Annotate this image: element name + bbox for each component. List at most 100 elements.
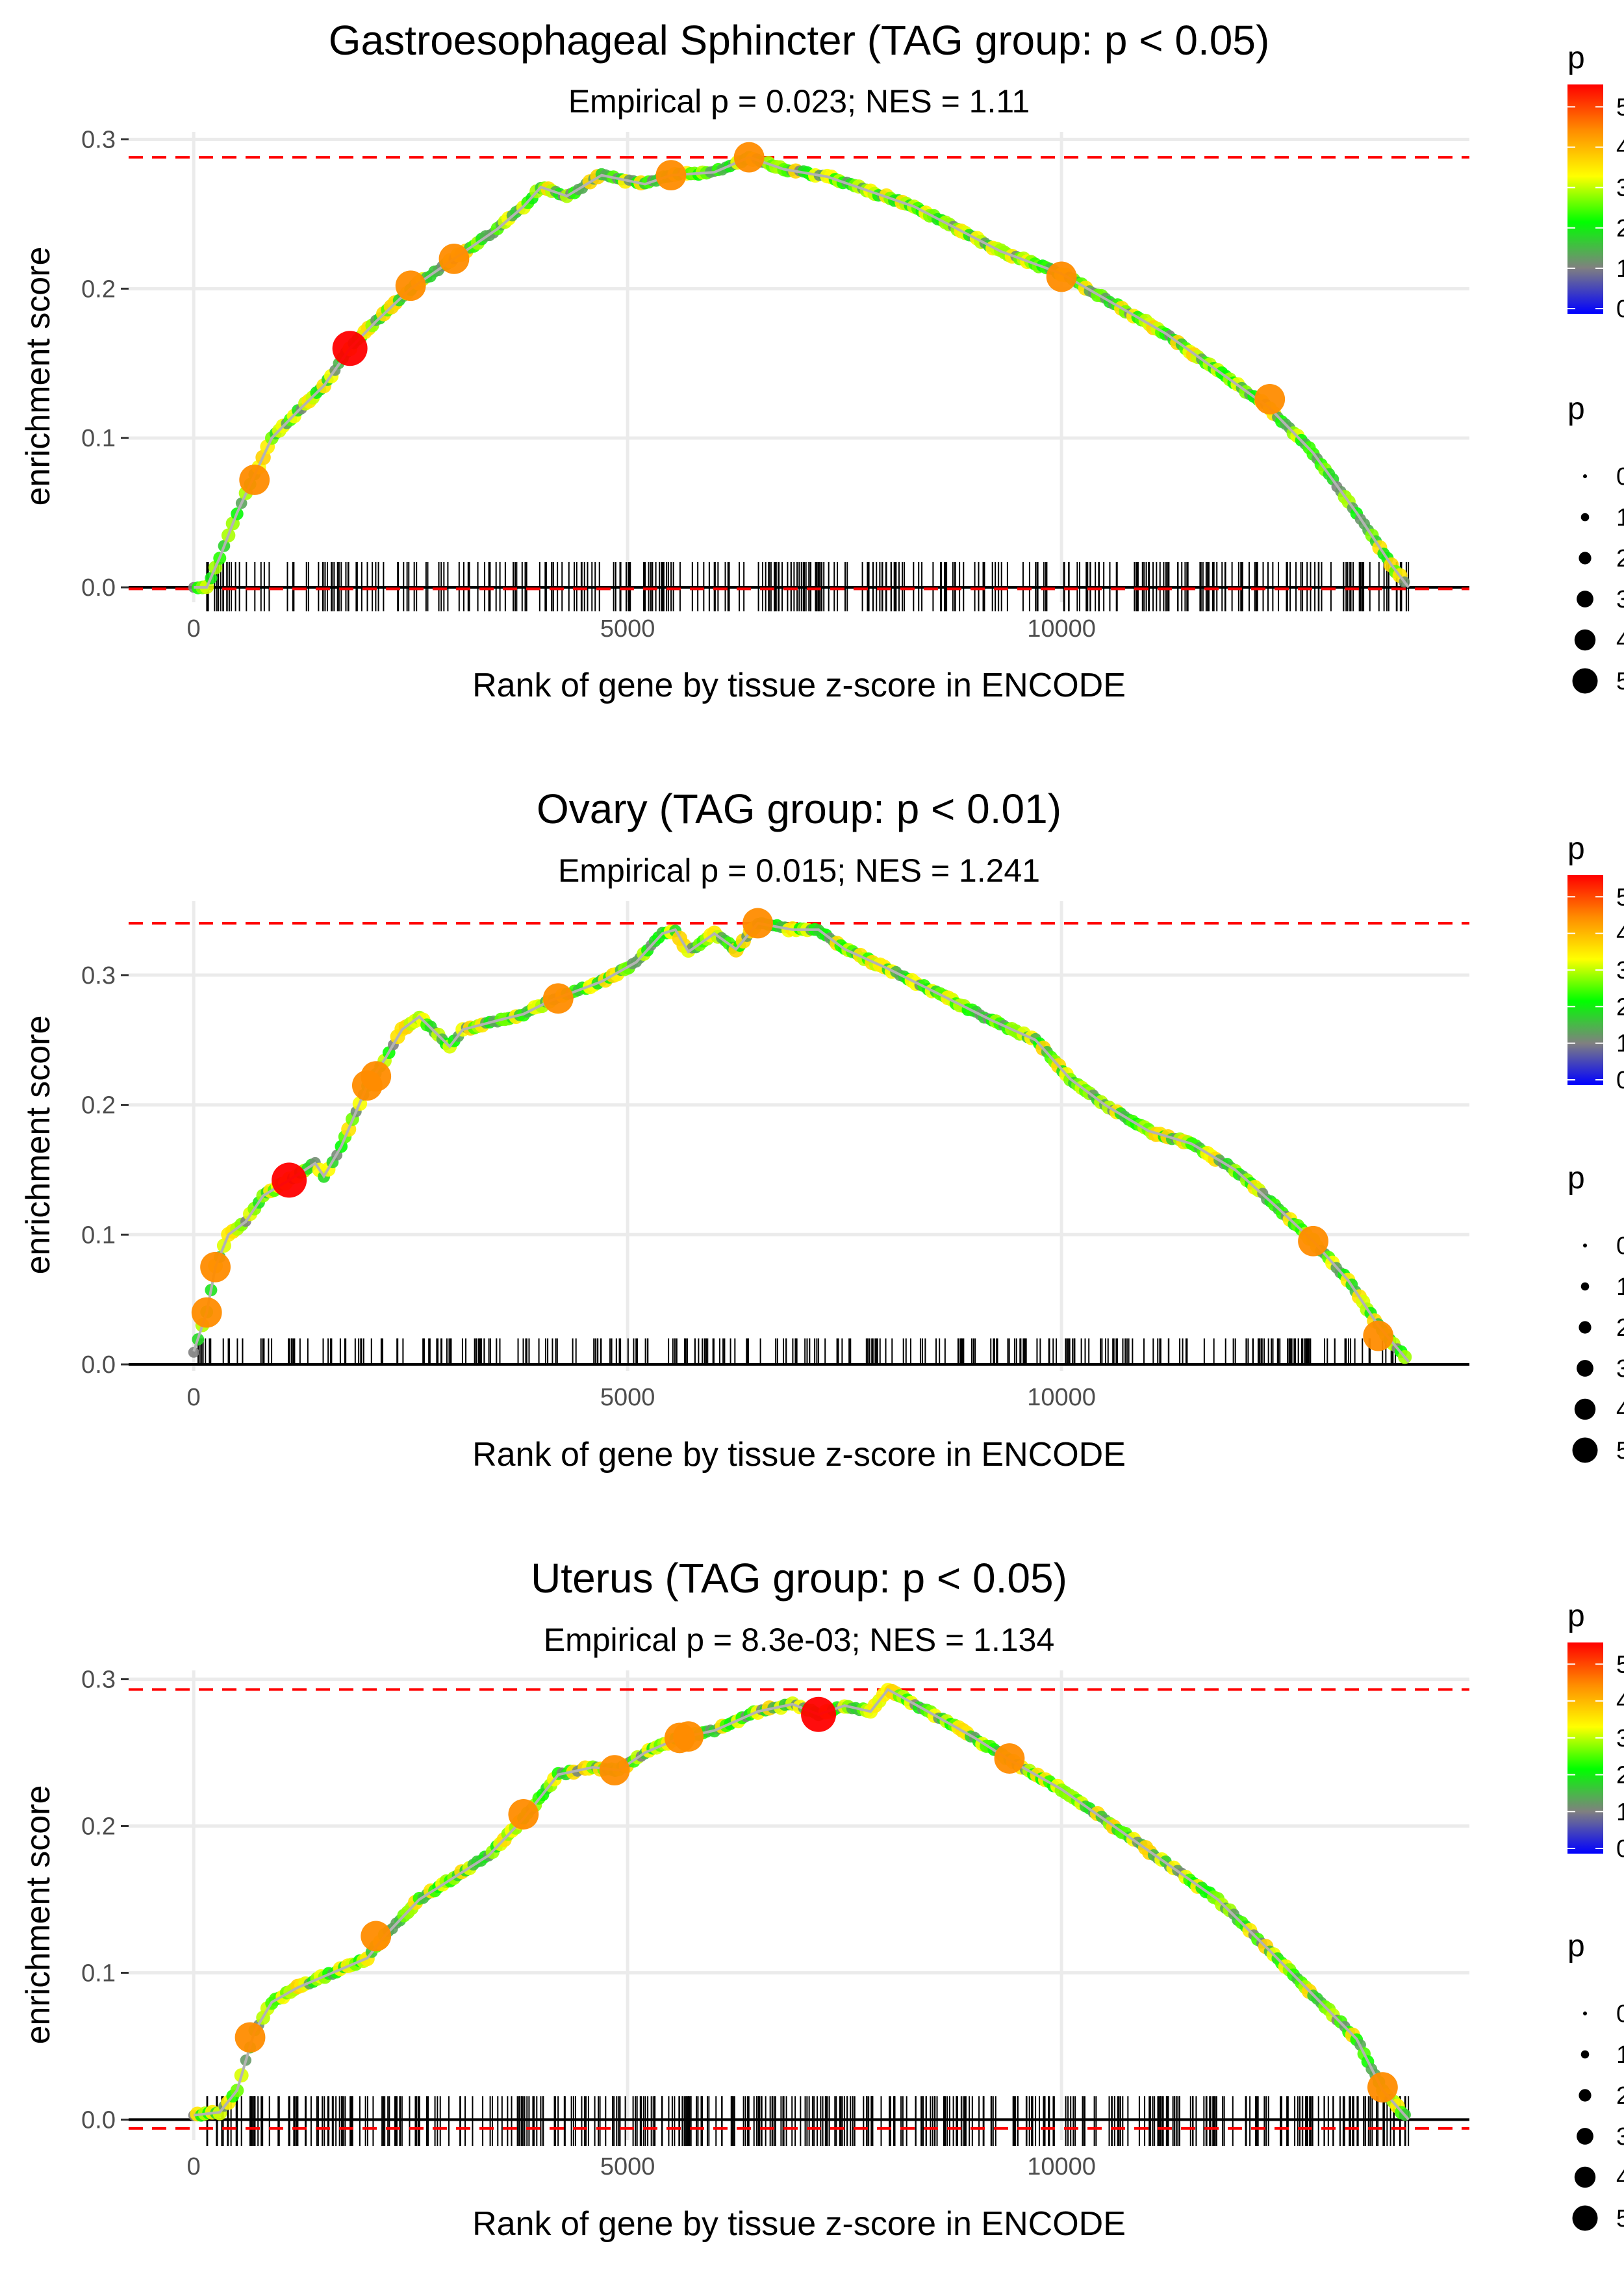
y-tick-label: 0.2	[81, 275, 116, 303]
es-highlight-point	[1367, 2072, 1398, 2103]
color-legend-label: 4	[1616, 1688, 1624, 1715]
es-highlight-point	[673, 1721, 704, 1752]
es-highlight-point	[395, 270, 426, 301]
chart-subtitle: Empirical p = 0.015; NES = 1.241	[558, 852, 1040, 889]
size-legend-label: 2	[1616, 545, 1624, 572]
es-highlight-point	[361, 1061, 392, 1092]
color-legend-label: 5	[1616, 1651, 1624, 1678]
y-tick-label: 0.0	[81, 574, 116, 602]
es-highlight-point	[599, 1755, 630, 1786]
size-legend-label: 4	[1616, 627, 1624, 654]
size-legend-label: 0	[1616, 1233, 1624, 1260]
es-highlight-point	[272, 1162, 307, 1198]
size-legend-label: 4	[1616, 1396, 1624, 1424]
es-highlight-point	[438, 243, 470, 274]
color-legend-label: 0	[1616, 1835, 1624, 1863]
color-legend-title: p	[1567, 41, 1585, 75]
size-legend-dot	[1577, 1360, 1593, 1377]
es-highlight-point	[742, 908, 773, 939]
size-legend-dot	[1579, 552, 1592, 565]
y-tick-label: 0.0	[81, 1351, 116, 1379]
size-legend-title: p	[1567, 1929, 1585, 1963]
size-legend-label: 5	[1616, 2205, 1624, 2232]
size-legend-label: 3	[1616, 1355, 1624, 1383]
x-tick-label: 0	[187, 1384, 201, 1411]
color-legend-label: 3	[1616, 175, 1624, 202]
es-highlight-point	[733, 142, 765, 173]
es-highlight-point	[191, 1297, 222, 1328]
es-highlight-point	[1046, 261, 1077, 292]
y-tick-label: 0.2	[81, 1092, 116, 1119]
size-legend-dot	[1574, 2166, 1596, 2188]
size-legend-label: 1	[1616, 2041, 1624, 2069]
color-legend-label: 2	[1616, 993, 1624, 1021]
plot-area: 0 5000 10000 0.0 0.1 0.2 0.3	[81, 901, 1469, 1411]
chart-title: Gastroesophageal Sphincter (TAG group: p…	[329, 17, 1270, 64]
x-tick-label: 10000	[1027, 2153, 1096, 2180]
size-legend-label: 0	[1616, 463, 1624, 491]
color-bar	[1567, 875, 1603, 1085]
x-tick-label: 0	[187, 2153, 201, 2180]
es-highlight-point	[200, 1251, 231, 1283]
y-axis-title: enrichment score	[19, 1785, 57, 2045]
color-legend-label: 4	[1616, 921, 1624, 948]
size-legend-label: 5	[1616, 1437, 1624, 1464]
color-legend-label: 2	[1616, 215, 1624, 242]
color-legend-label: 0	[1616, 1067, 1624, 1094]
size-legend-label: 2	[1616, 1314, 1624, 1342]
es-highlight-point	[994, 1743, 1025, 1774]
size-legend-label: 4	[1616, 2164, 1624, 2191]
size-legend-dot	[1572, 1437, 1598, 1463]
y-tick-label: 0.1	[81, 425, 116, 452]
y-tick-label: 0.0	[81, 2106, 116, 2134]
plot-area: 0 5000 10000 0.0 0.1 0.2 0.3	[81, 1667, 1469, 2180]
size-legend-label: 5	[1616, 668, 1624, 695]
x-axis-title: Rank of gene by tissue z-score in ENCODE	[472, 1436, 1126, 1474]
es-curve-line	[192, 921, 1410, 1363]
color-legend-label: 4	[1616, 134, 1624, 162]
y-tick-label: 0.1	[81, 1960, 116, 1987]
color-legend-label: 0	[1616, 296, 1624, 323]
y-tick-label: 0.1	[81, 1221, 116, 1249]
color-legend-label: 1	[1616, 1798, 1624, 1826]
size-legend-dot	[1574, 1398, 1596, 1420]
es-highlight-point	[508, 1799, 539, 1830]
es-highlight-point	[801, 1696, 837, 1732]
plot-area: 0 5000 10000 0.0 0.1 0.2 0.3	[81, 126, 1469, 643]
es-highlight-point	[1298, 1225, 1328, 1257]
color-legend-label: 1	[1616, 1030, 1624, 1058]
y-axis-title: enrichment score	[19, 1016, 57, 1275]
es-highlight-point	[235, 2022, 266, 2053]
color-bar	[1567, 84, 1603, 314]
chart-title: Uterus (TAG group: p < 0.05)	[531, 1555, 1067, 1602]
size-legend-dot	[1580, 513, 1590, 522]
size-legend-dot	[1583, 1244, 1587, 1247]
es-highlight-point	[655, 160, 687, 191]
color-legend-label: 3	[1616, 1725, 1624, 1752]
x-tick-label: 10000	[1027, 1384, 1096, 1411]
chart-subtitle: Empirical p = 0.023; NES = 1.11	[568, 83, 1030, 120]
size-legend-label: 1	[1616, 1273, 1624, 1301]
size-legend-dot	[1580, 1282, 1590, 1291]
color-legend-label: 5	[1616, 884, 1624, 911]
legend-group: p 0 1 2 3 4 5 p 0 1 2 3 4 5	[1567, 41, 1624, 695]
legend-group: p 0 1 2 3 4 5 p 0 1 2 3 4 5	[1567, 832, 1624, 1464]
chart-panel-uterus: Uterus (TAG group: p < 0.05) Empirical p…	[19, 1555, 1469, 2243]
es-highlight-point	[239, 465, 270, 495]
size-legend-title: p	[1567, 392, 1585, 426]
size-legend-dot	[1577, 591, 1593, 607]
x-tick-label: 5000	[600, 2153, 655, 2180]
y-tick-label: 0.2	[81, 1813, 116, 1840]
size-legend-dot	[1583, 2012, 1587, 2015]
color-legend-label: 2	[1616, 1762, 1624, 1789]
es-point	[188, 1347, 199, 1358]
es-highlight-point	[332, 331, 368, 366]
color-legend-label: 5	[1616, 94, 1624, 121]
size-legend-dot	[1579, 1321, 1592, 1334]
es-curve-line	[193, 1687, 1410, 2121]
size-legend-dot	[1583, 474, 1587, 478]
y-tick-label: 0.3	[81, 962, 116, 990]
size-legend-dot	[1580, 2050, 1590, 2059]
size-legend-dot	[1572, 2205, 1598, 2231]
